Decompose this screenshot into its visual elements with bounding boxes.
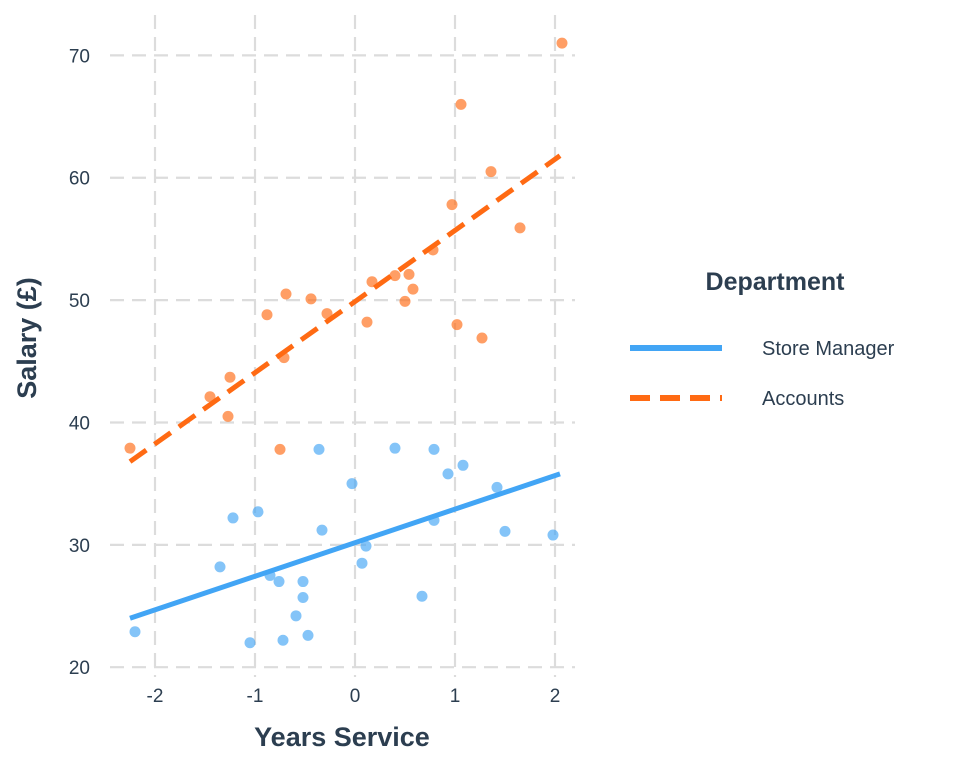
data-point-store-manager: [491, 481, 503, 493]
data-point-accounts: [305, 293, 317, 305]
data-point-store-manager: [442, 468, 454, 480]
data-point-store-manager: [273, 576, 285, 588]
data-point-accounts: [222, 410, 234, 422]
fit-lines: [128, 153, 562, 621]
data-points: [124, 37, 568, 649]
y-tick-label: 60: [69, 169, 90, 190]
data-point-store-manager: [389, 442, 401, 454]
x-axis-ticks: -2 -1 0 1 2: [147, 686, 561, 707]
y-tick-label: 50: [69, 291, 90, 312]
data-point-accounts: [321, 308, 333, 320]
legend-label-accounts: Accounts: [762, 388, 844, 410]
legend-title: Department: [706, 268, 846, 296]
fit-line-store-manager: [129, 471, 561, 621]
data-point-accounts: [485, 166, 497, 178]
data-point-store-manager: [499, 525, 511, 537]
data-point-store-manager: [457, 459, 469, 471]
legend-label-store-manager: Store Manager: [762, 338, 895, 360]
data-point-accounts: [278, 352, 290, 364]
data-point-store-manager: [416, 590, 428, 602]
data-point-store-manager: [346, 478, 358, 490]
x-tick-label: -1: [247, 686, 264, 707]
data-point-store-manager: [227, 512, 239, 524]
y-tick-label: 70: [69, 46, 90, 67]
data-point-store-manager: [360, 540, 372, 552]
data-point-accounts: [274, 443, 286, 455]
data-point-accounts: [446, 199, 458, 211]
data-point-store-manager: [290, 610, 302, 622]
data-point-store-manager: [297, 576, 309, 588]
x-tick-label: 2: [550, 686, 561, 707]
data-point-accounts: [280, 288, 292, 300]
data-point-accounts: [403, 268, 415, 280]
data-point-accounts: [389, 270, 401, 282]
data-point-store-manager: [316, 524, 328, 536]
data-point-accounts: [556, 37, 568, 49]
data-point-store-manager: [356, 557, 368, 569]
data-point-store-manager: [264, 569, 276, 581]
data-point-store-manager: [277, 634, 289, 646]
y-axis-ticks: 20 30 40 50 60 70: [69, 46, 90, 679]
x-tick-label: 1: [450, 686, 461, 707]
data-point-store-manager: [428, 443, 440, 455]
data-point-store-manager: [252, 506, 264, 518]
data-point-accounts: [204, 391, 216, 403]
data-point-accounts: [427, 244, 439, 256]
x-tick-label: 0: [350, 686, 361, 707]
y-tick-label: 20: [69, 658, 90, 679]
data-point-store-manager: [313, 443, 325, 455]
data-point-accounts: [361, 316, 373, 328]
data-point-accounts: [455, 98, 467, 110]
data-point-accounts: [407, 283, 419, 295]
data-point-accounts: [224, 371, 236, 383]
legend: Department Store Manager Accounts: [630, 268, 895, 410]
data-point-store-manager: [214, 561, 226, 573]
data-point-store-manager: [244, 637, 256, 649]
y-tick-label: 30: [69, 536, 90, 557]
data-point-store-manager: [129, 626, 141, 638]
data-point-accounts: [514, 222, 526, 234]
data-point-accounts: [476, 332, 488, 344]
data-point-accounts: [261, 309, 273, 321]
x-axis-title: Years Service: [254, 722, 430, 752]
data-point-accounts: [451, 319, 463, 331]
x-tick-label: -2: [147, 686, 164, 707]
data-point-store-manager: [297, 591, 309, 603]
grid: [110, 15, 575, 677]
data-point-store-manager: [428, 514, 440, 526]
fit-line-accounts: [128, 153, 562, 464]
y-axis-title: Salary (£): [12, 277, 42, 399]
data-point-accounts: [366, 276, 378, 288]
data-point-accounts: [124, 442, 136, 454]
y-tick-label: 40: [69, 413, 90, 434]
data-point-store-manager: [547, 529, 559, 541]
data-point-accounts: [399, 295, 411, 307]
data-point-store-manager: [302, 629, 314, 641]
